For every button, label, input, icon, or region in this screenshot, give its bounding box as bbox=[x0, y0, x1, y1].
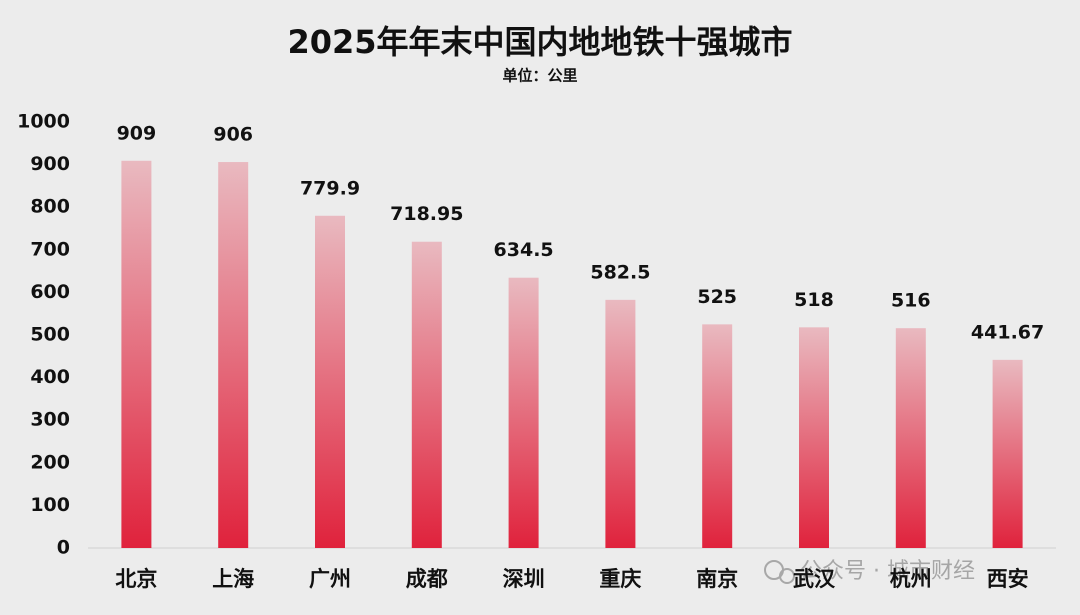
bar bbox=[508, 277, 539, 548]
watermark-icon bbox=[764, 560, 795, 584]
data-label: 518 bbox=[794, 289, 834, 311]
chart-subtitle: 单位：公里 bbox=[502, 67, 577, 85]
x-tick-label: 重庆 bbox=[599, 567, 641, 591]
data-label: 525 bbox=[697, 286, 737, 308]
x-tick-label: 北京 bbox=[115, 567, 157, 591]
data-label: 582.5 bbox=[590, 261, 650, 283]
y-tick-label: 1000 bbox=[17, 111, 70, 133]
y-tick-label: 600 bbox=[30, 281, 70, 303]
x-tick-label: 深圳 bbox=[503, 567, 545, 591]
x-tick-label: 西安 bbox=[987, 567, 1029, 591]
data-label: 516 bbox=[891, 290, 931, 312]
y-tick-label: 0 bbox=[57, 537, 70, 559]
x-tick-label: 成都 bbox=[406, 567, 448, 591]
data-label: 441.67 bbox=[971, 321, 1044, 343]
x-tick-label: 武汉 bbox=[793, 567, 836, 591]
x-tick-label: 杭州 bbox=[890, 567, 932, 591]
data-label: 718.95 bbox=[390, 203, 463, 225]
icon bbox=[779, 568, 795, 584]
bar bbox=[895, 328, 926, 548]
x-tick-label: 上海 bbox=[212, 567, 254, 591]
y-tick-label: 700 bbox=[30, 238, 70, 260]
y-tick-label: 500 bbox=[30, 324, 70, 346]
data-label: 779.9 bbox=[300, 177, 360, 199]
chart-title: 2025年年末中国内地地铁十强城市 bbox=[287, 23, 792, 61]
y-tick-label: 900 bbox=[30, 153, 70, 175]
data-label: 909 bbox=[117, 122, 157, 144]
bar bbox=[411, 241, 442, 548]
data-label: 906 bbox=[213, 124, 253, 146]
y-tick-label: 100 bbox=[30, 494, 70, 516]
x-tick-label: 南京 bbox=[696, 567, 738, 591]
y-tick-label: 200 bbox=[30, 451, 70, 473]
y-tick-label: 400 bbox=[30, 366, 70, 388]
bar bbox=[315, 215, 345, 548]
bar bbox=[218, 162, 249, 548]
watermark: 公众号 · 城市财经 bbox=[800, 559, 975, 584]
y-tick-label: 800 bbox=[30, 196, 70, 218]
bar bbox=[605, 299, 636, 548]
x-tick-label: 广州 bbox=[309, 567, 351, 591]
bar bbox=[799, 327, 829, 548]
y-tick-label: 300 bbox=[30, 409, 70, 431]
bar bbox=[992, 359, 1023, 548]
data-label: 634.5 bbox=[494, 239, 554, 261]
bar bbox=[702, 324, 733, 548]
bar bbox=[121, 160, 152, 549]
